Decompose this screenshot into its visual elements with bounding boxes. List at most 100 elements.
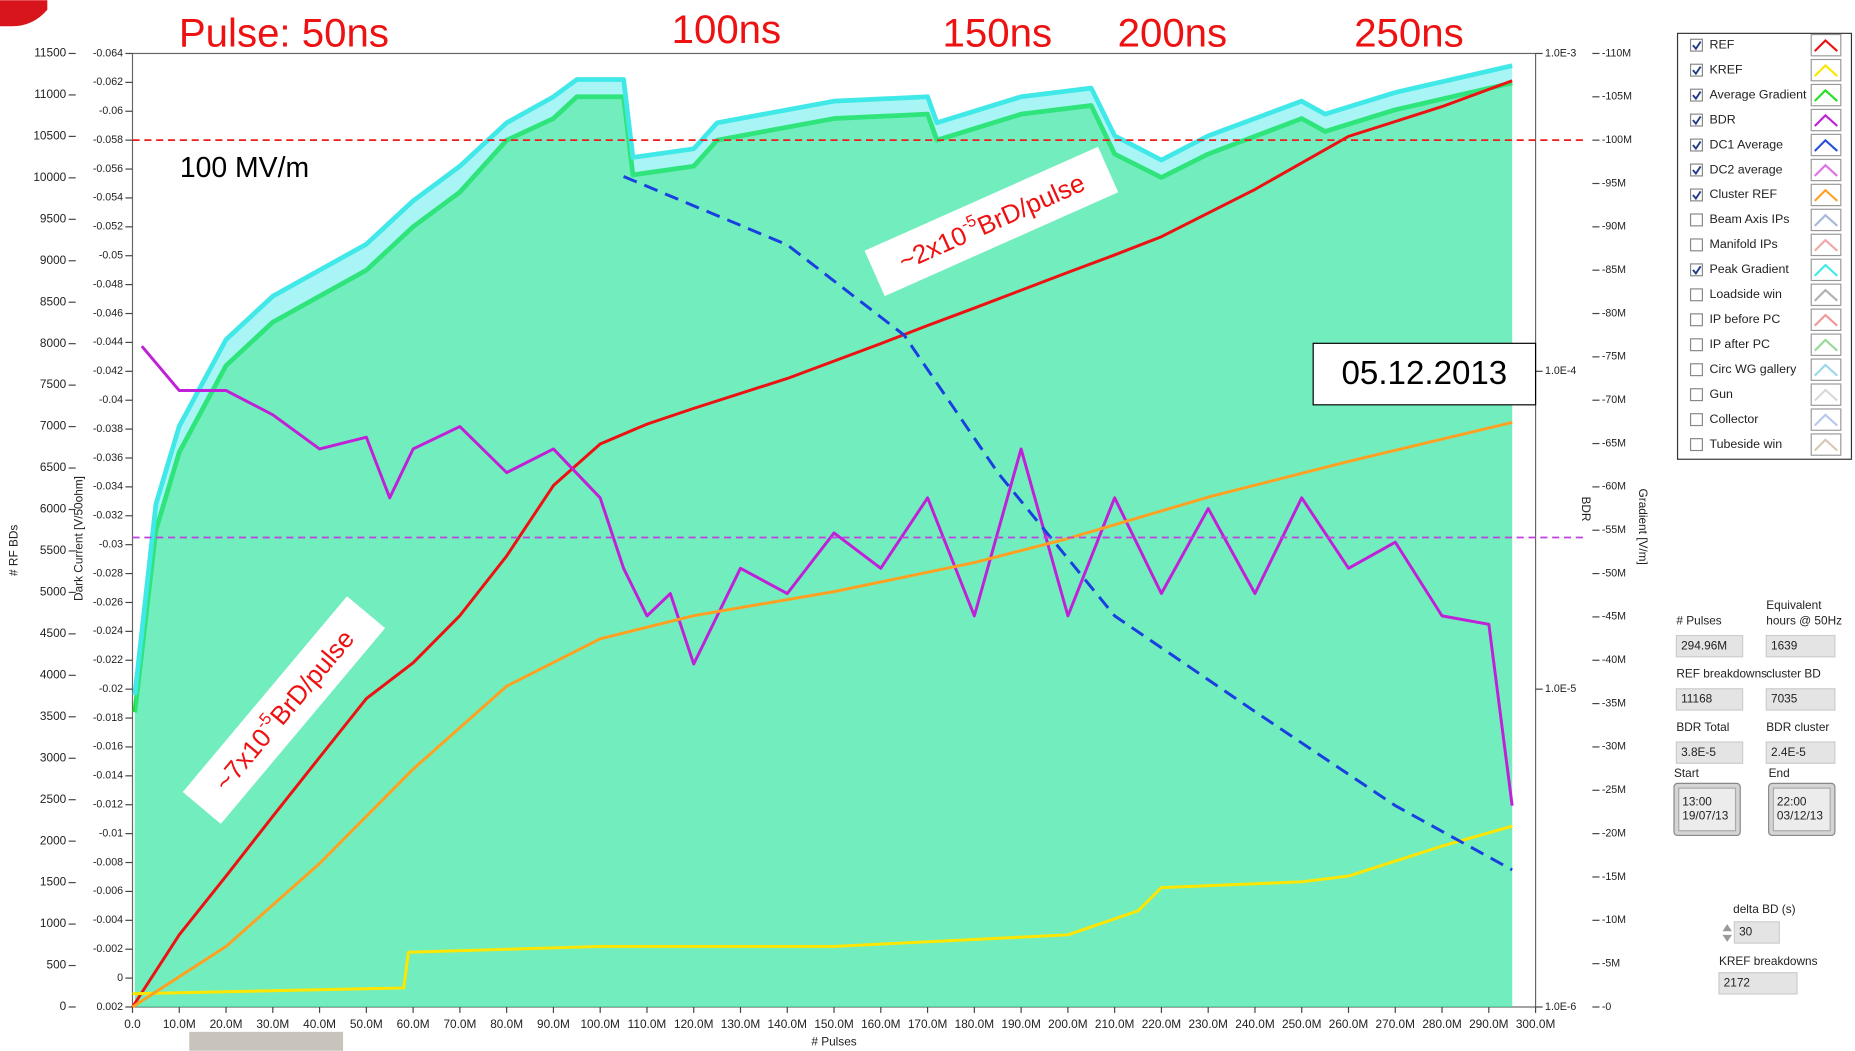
legend-swatch-box <box>1811 384 1841 405</box>
legend-checkbox[interactable] <box>1691 39 1703 51</box>
y-tick-label: -0.018 <box>93 712 123 724</box>
y-tick-label: 1.0E-3 <box>1545 47 1576 59</box>
legend-label: DC2 average <box>1709 162 1782 176</box>
legend-swatch-box <box>1811 84 1841 105</box>
logo <box>0 0 47 26</box>
y-tick-label: 8000 <box>40 336 67 350</box>
x-tick-label: 70.0M <box>443 1017 476 1031</box>
y-tick-label: 0 <box>117 972 123 984</box>
y-tick-label: 1.0E-4 <box>1545 365 1576 377</box>
indicator-value: 19/07/13 <box>1682 809 1728 823</box>
y-tick-label: -0.046 <box>93 307 123 319</box>
legend-checkbox[interactable] <box>1691 89 1703 101</box>
chart: 0500100015002000250030003500400045005000… <box>0 0 1855 1051</box>
y-tick-label: 0 <box>60 999 67 1013</box>
indicator-label: delta BD (s) <box>1733 902 1796 916</box>
legend-swatch-box <box>1811 184 1841 205</box>
legend-label: Circ WG gallery <box>1709 362 1797 376</box>
pulse-label: 100ns <box>672 7 782 52</box>
axis-title: Gradient [V/m] <box>1636 489 1650 565</box>
legend-checkbox[interactable] <box>1691 364 1703 376</box>
legend-label: BDR <box>1709 112 1735 126</box>
axis-title: BDR <box>1579 496 1593 521</box>
x-tick-label: 210.0M <box>1095 1017 1134 1031</box>
y-tick-label: -0.008 <box>93 856 123 868</box>
indicator-value: 1639 <box>1771 638 1798 652</box>
legend-checkbox[interactable] <box>1691 414 1703 426</box>
checkbox-box <box>1691 414 1703 426</box>
legend-checkbox[interactable] <box>1691 339 1703 351</box>
spinner-down[interactable] <box>1723 935 1732 942</box>
legend-label: Average Gradient <box>1709 87 1807 101</box>
checkbox-box <box>1691 364 1703 376</box>
legend-swatch-box <box>1811 60 1841 81</box>
date: 05.12.2013 <box>1342 355 1508 392</box>
legend-checkbox[interactable] <box>1691 389 1703 401</box>
legend-checkbox[interactable] <box>1691 264 1703 276</box>
y-tick-label: -75M <box>1602 351 1626 363</box>
x-tick-label: 90.0M <box>537 1017 570 1031</box>
y-tick-label: -0.032 <box>93 510 123 522</box>
legend-checkbox[interactable] <box>1691 164 1703 176</box>
y-tick-label: 4500 <box>40 626 67 640</box>
y-tick-label: -0.002 <box>93 943 123 955</box>
legend-swatch-box <box>1811 234 1841 255</box>
y-tick-label: -0.014 <box>93 770 123 782</box>
legend-checkbox[interactable] <box>1691 314 1703 326</box>
legend-swatch-box <box>1811 284 1841 305</box>
legend-checkbox[interactable] <box>1691 139 1703 151</box>
y-tick-label: -0.01 <box>99 827 123 839</box>
y-tick-label: 0.002 <box>96 1001 123 1013</box>
y-tick-label: -0.024 <box>93 625 123 637</box>
x-tick-label: 230.0M <box>1188 1017 1227 1031</box>
y-tick-label: -0.048 <box>93 278 123 290</box>
y-tick-label: -0.012 <box>93 799 123 811</box>
legend-label: Cluster REF <box>1709 187 1777 201</box>
legend-label: Collector <box>1709 412 1758 426</box>
y-tick-label: -50M <box>1602 567 1626 579</box>
x-tick-label: 80.0M <box>490 1017 523 1031</box>
y-tick-label: -55M <box>1602 524 1626 536</box>
y-tick-label: -0.036 <box>93 452 123 464</box>
checkbox-box <box>1691 389 1703 401</box>
legend-checkbox[interactable] <box>1691 239 1703 251</box>
spinner-up[interactable] <box>1723 924 1732 931</box>
y-tick-label: -0.06 <box>99 105 123 117</box>
legend-swatch-box <box>1811 109 1841 130</box>
indicator-value: 7035 <box>1771 692 1798 706</box>
x-tick-label: 250.0M <box>1282 1017 1321 1031</box>
y-tick-label: 500 <box>47 958 67 972</box>
checkbox-box <box>1691 289 1703 301</box>
x-tick-label: 290.0M <box>1469 1017 1508 1031</box>
y-tick-label: 2500 <box>40 792 67 806</box>
legend-checkbox[interactable] <box>1691 214 1703 226</box>
legend-checkbox[interactable] <box>1691 114 1703 126</box>
legend-checkbox[interactable] <box>1691 189 1703 201</box>
x-tick-label: 280.0M <box>1422 1017 1461 1031</box>
y-tick-label: -95M <box>1602 177 1626 189</box>
x-tick-label: 170.0M <box>908 1017 947 1031</box>
x-tick-label: 100.0M <box>580 1017 619 1031</box>
y-tick-label: 9000 <box>40 253 67 267</box>
y-tick-label: -15M <box>1602 871 1626 883</box>
checkbox-box <box>1691 239 1703 251</box>
y-tick-label: 6000 <box>40 502 67 516</box>
y-tick-label: 8500 <box>40 294 67 308</box>
y-tick-label: -30M <box>1602 741 1626 753</box>
indicator-label: BDR Total <box>1676 720 1729 734</box>
x-tick-label: 190.0M <box>1001 1017 1040 1031</box>
x-tick-label: 130.0M <box>721 1017 760 1031</box>
y-tick-label: -0.056 <box>93 163 123 175</box>
x-tick-label: 0.0 <box>124 1017 141 1031</box>
legend-checkbox[interactable] <box>1691 439 1703 451</box>
y-tick-label: -0 <box>1602 1001 1612 1013</box>
y-tick-label: -65M <box>1602 437 1626 449</box>
y-tick-label: -0.044 <box>93 336 123 348</box>
y-tick-label: 5500 <box>40 543 67 557</box>
y-tick-label: 4000 <box>40 667 67 681</box>
y-tick-label: -5M <box>1602 957 1620 969</box>
x-tick-label: 40.0M <box>303 1017 336 1031</box>
legend-checkbox[interactable] <box>1691 64 1703 76</box>
legend-checkbox[interactable] <box>1691 289 1703 301</box>
x-tick-label: 180.0M <box>955 1017 994 1031</box>
